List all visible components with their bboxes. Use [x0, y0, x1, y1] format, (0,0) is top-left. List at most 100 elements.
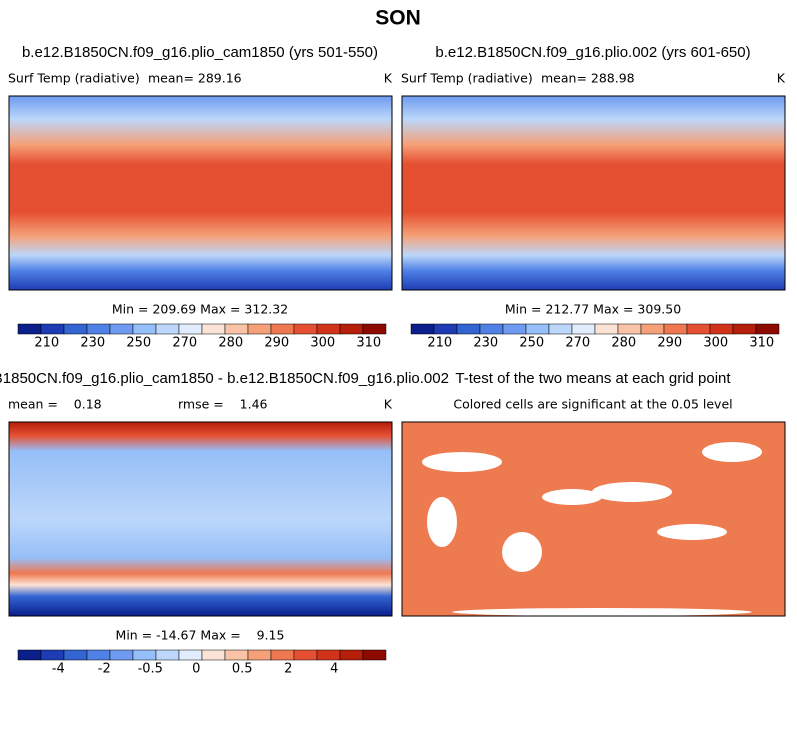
insignificant-area: [542, 489, 602, 505]
map: [9, 422, 392, 616]
colorbar-box: [293, 323, 318, 335]
field-label: Surf Temp (radiative): [8, 71, 140, 86]
map: [9, 96, 392, 290]
field-label: Surf Temp (radiative): [401, 71, 533, 86]
colorbar-box: [433, 323, 458, 335]
panel-title: b.e12.B1850CN.f09_g16.plio.002 (yrs 601-…: [435, 44, 750, 61]
mean-label: mean= 289.16: [148, 71, 242, 86]
insignificant-area: [502, 532, 542, 572]
colorbar-label: 2: [284, 662, 292, 677]
colorbar-label: 210: [34, 336, 59, 351]
colorbar-box: [17, 323, 42, 335]
colorbar-label: 290: [264, 336, 289, 351]
colorbar-box: [224, 323, 249, 335]
colorbar-label: 230: [473, 336, 498, 351]
colorbar-box: [247, 649, 272, 661]
mean-label: mean= 288.98: [541, 71, 635, 86]
units-label: K: [384, 397, 393, 412]
insignificant-area: [702, 442, 762, 462]
colorbar-label: 210: [427, 336, 452, 351]
colorbar-box: [63, 323, 88, 335]
colorbar-box: [224, 649, 249, 661]
rmse-label: rmse = 1.46: [178, 397, 268, 412]
colorbar-label: 300: [703, 336, 728, 351]
colorbar-box: [293, 649, 318, 661]
insignificant-area: [657, 524, 727, 540]
map-frame: [401, 421, 786, 617]
colorbar-label: 290: [657, 336, 682, 351]
figure-title: SON: [375, 7, 421, 30]
colorbar-box: [40, 649, 65, 661]
colorbar-box: [410, 323, 435, 335]
colorbar-label: 0: [192, 662, 200, 677]
colorbar-box: [663, 323, 688, 335]
colorbar-box: [525, 323, 550, 335]
colorbar-box: [456, 323, 481, 335]
colorbar-label: 230: [80, 336, 105, 351]
colorbar-box: [732, 323, 757, 335]
colorbar-box: [686, 323, 711, 335]
colorbar-box: [17, 649, 42, 661]
colorbar-box: [40, 323, 65, 335]
colorbar-label: 250: [519, 336, 544, 351]
colorbar-label: -2: [98, 662, 111, 677]
colorbar-box: [270, 649, 295, 661]
colorbar-box: [178, 323, 203, 335]
insignificant-area: [427, 497, 457, 547]
panel-subtitle: Colored cells are significant at the 0.0…: [453, 397, 732, 412]
colorbar-box: [155, 323, 180, 335]
insignificant-area: [422, 452, 502, 472]
insignificant-area: [592, 482, 672, 502]
units-label: K: [384, 71, 393, 86]
colorbar-box: [548, 323, 573, 335]
panel-title: T-test of the two means at each grid poi…: [455, 370, 731, 387]
colorbar-box: [594, 323, 619, 335]
colorbar-box: [362, 649, 387, 661]
map: [402, 96, 785, 290]
colorbar-box: [479, 323, 504, 335]
colorbar-box: [755, 323, 780, 335]
colorbar-box: [86, 649, 111, 661]
colorbar-box: [86, 323, 111, 335]
colorbar-label: 0.5: [232, 662, 253, 677]
map-frame: [8, 95, 393, 291]
colorbar-box: [502, 323, 527, 335]
colorbar-label: -4: [52, 662, 65, 677]
colorbar-box: [109, 649, 134, 661]
colorbar-box: [339, 649, 364, 661]
colorbar-box: [362, 323, 387, 335]
colorbar-box: [316, 323, 341, 335]
colorbar-box: [339, 323, 364, 335]
colorbar-label: 280: [218, 336, 243, 351]
colorbar-box: [132, 323, 157, 335]
colorbar-label: 4: [330, 662, 338, 677]
colorbar-box: [270, 323, 295, 335]
colorbar-box: [132, 649, 157, 661]
units-label: K: [777, 71, 786, 86]
mean-label: mean = 0.18: [8, 397, 102, 412]
colorbar-box: [571, 323, 596, 335]
colorbar-label: 310: [749, 336, 774, 351]
colorbar-box: [109, 323, 134, 335]
colorbar-label: -0.5: [138, 662, 163, 677]
stats-label: Min = 209.69 Max = 312.32: [112, 302, 288, 317]
colorbar-box: [178, 649, 203, 661]
colorbar-box: [155, 649, 180, 661]
colorbar-box: [316, 649, 341, 661]
colorbar-box: [617, 323, 642, 335]
colorbar-label: 250: [126, 336, 151, 351]
colorbar-label: 280: [611, 336, 636, 351]
panel-title: b.e12.B1850CN.f09_g16.plio_cam1850 (yrs …: [22, 44, 378, 61]
map-frame: [401, 95, 786, 291]
stats-label: Min = -14.67 Max = 9.15: [116, 628, 285, 643]
colorbar-box: [63, 649, 88, 661]
colorbar-box: [201, 323, 226, 335]
colorbar-box: [247, 323, 272, 335]
colorbar-box: [201, 649, 226, 661]
colorbar-box: [709, 323, 734, 335]
colorbar-box: [640, 323, 665, 335]
insignificant-area: [452, 608, 752, 616]
colorbar-label: 300: [310, 336, 335, 351]
colorbar-label: 270: [172, 336, 197, 351]
panel-title: b.e12.B1850CN.f09_g16.plio_cam1850 - b.e…: [0, 370, 449, 387]
